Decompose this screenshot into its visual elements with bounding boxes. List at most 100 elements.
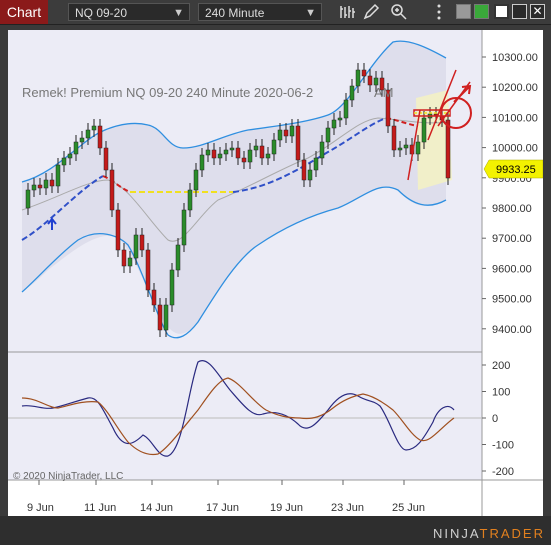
interval-value: 240 Minute [205,6,265,20]
highlight-zone [416,90,452,190]
menu-dots-icon[interactable] [430,3,448,21]
up-arrow-icon [453,84,472,103]
maximize-button[interactable] [512,4,527,19]
chart-label: Remek! Premium NQ 09-20 240 Minute 2020-… [22,85,313,100]
candle [331,119,337,129]
candle [211,149,217,159]
candle [361,69,367,77]
price-tick-label: 9400.00 [492,324,532,336]
candle [175,244,181,271]
candle [391,125,397,151]
candle [157,304,163,331]
price-tick-label: 10200.00 [492,82,538,94]
logo-part-trader: TRADER [479,526,545,541]
candle [133,234,139,259]
time-tick-label: 17 Jun [206,502,239,514]
candle [325,127,331,143]
oscillator-axis: 200 100 0 -100 -200 [482,360,514,478]
candle [109,169,115,211]
osc-tick-label: -200 [492,466,514,478]
candle [277,129,283,141]
ma-line-blue-2 [232,117,387,193]
candle [367,75,373,86]
projection-line [437,81,471,127]
candle [403,144,409,149]
highlight-circle [440,97,472,129]
candle [217,153,223,159]
lower-band-line [21,186,447,339]
instrument-value: NQ 09-20 [75,6,128,20]
candle [49,179,55,187]
candle [241,157,247,163]
candle [355,69,361,87]
time-tick-label: 14 Jun [140,502,173,514]
price-tick-label: 9600.00 [492,263,532,275]
chart-area[interactable]: Remek! Premium NQ 09-20 240 Minute 2020-… [8,30,544,516]
candle [259,145,265,159]
candle [25,189,31,209]
candle [79,137,85,143]
candle [85,129,91,139]
candle [307,169,313,181]
mid-ma-line [21,117,447,242]
oscillator-line-1 [21,359,455,457]
instrument-selector[interactable]: NQ 09-20 ▼ [68,3,190,21]
candle [373,77,379,86]
candle [289,125,295,137]
candle [67,153,73,159]
candle [151,289,157,306]
candle [247,149,253,163]
candle [193,169,199,191]
zoom-icon[interactable] [390,3,408,21]
candle [313,157,319,171]
price-axis: 10300.0010200.0010100.0010000.009900.009… [482,52,538,336]
candle [253,145,259,151]
candle [271,139,277,155]
chart-tab[interactable]: Chart [0,0,48,24]
candles [25,63,451,337]
green-square-button[interactable] [474,4,489,19]
candle [301,159,307,181]
candle [199,154,205,171]
candle [421,117,427,143]
price-tick-label: 10000.00 [492,143,538,155]
toolbar: Chart NQ 09-20 ▼ 240 Minute ▼ ✕ [0,0,551,25]
candle [397,147,403,151]
candle [235,147,241,159]
time-tick-label: 19 Jun [270,502,303,514]
price-chart[interactable]: Remek! Premium NQ 09-20 240 Minute 2020-… [8,30,544,516]
candle [61,157,67,166]
candle [223,149,229,155]
minimize-button[interactable] [494,4,509,19]
bars-icon[interactable] [338,3,356,21]
candle [343,99,349,119]
pencil-icon[interactable] [362,3,380,21]
oscillator-line-2 [21,377,455,456]
price-tick-label: 10100.00 [492,112,538,124]
candle [73,141,79,155]
candle [55,164,61,187]
candle [163,304,169,331]
osc-tick-label: -100 [492,440,514,452]
candle [349,85,355,101]
candle [415,141,421,155]
time-tick-label: 11 Jun [84,502,116,514]
candle [97,125,103,149]
candle [127,257,133,267]
candle [145,249,151,291]
close-button[interactable]: ✕ [530,4,545,19]
osc-tick-label: 200 [492,360,510,372]
upper-band-line [21,40,447,183]
candle [319,141,325,159]
ma-line-blue-1 [21,175,104,241]
candle [37,184,43,189]
candle [205,149,211,156]
gray-square-button[interactable] [456,4,471,19]
ma-line-red-1 [102,175,131,193]
candle [337,117,343,121]
interval-selector[interactable]: 240 Minute ▼ [198,3,322,21]
price-tick-label: 10300.00 [492,52,538,64]
status-bar [0,516,551,545]
candle [31,184,37,191]
